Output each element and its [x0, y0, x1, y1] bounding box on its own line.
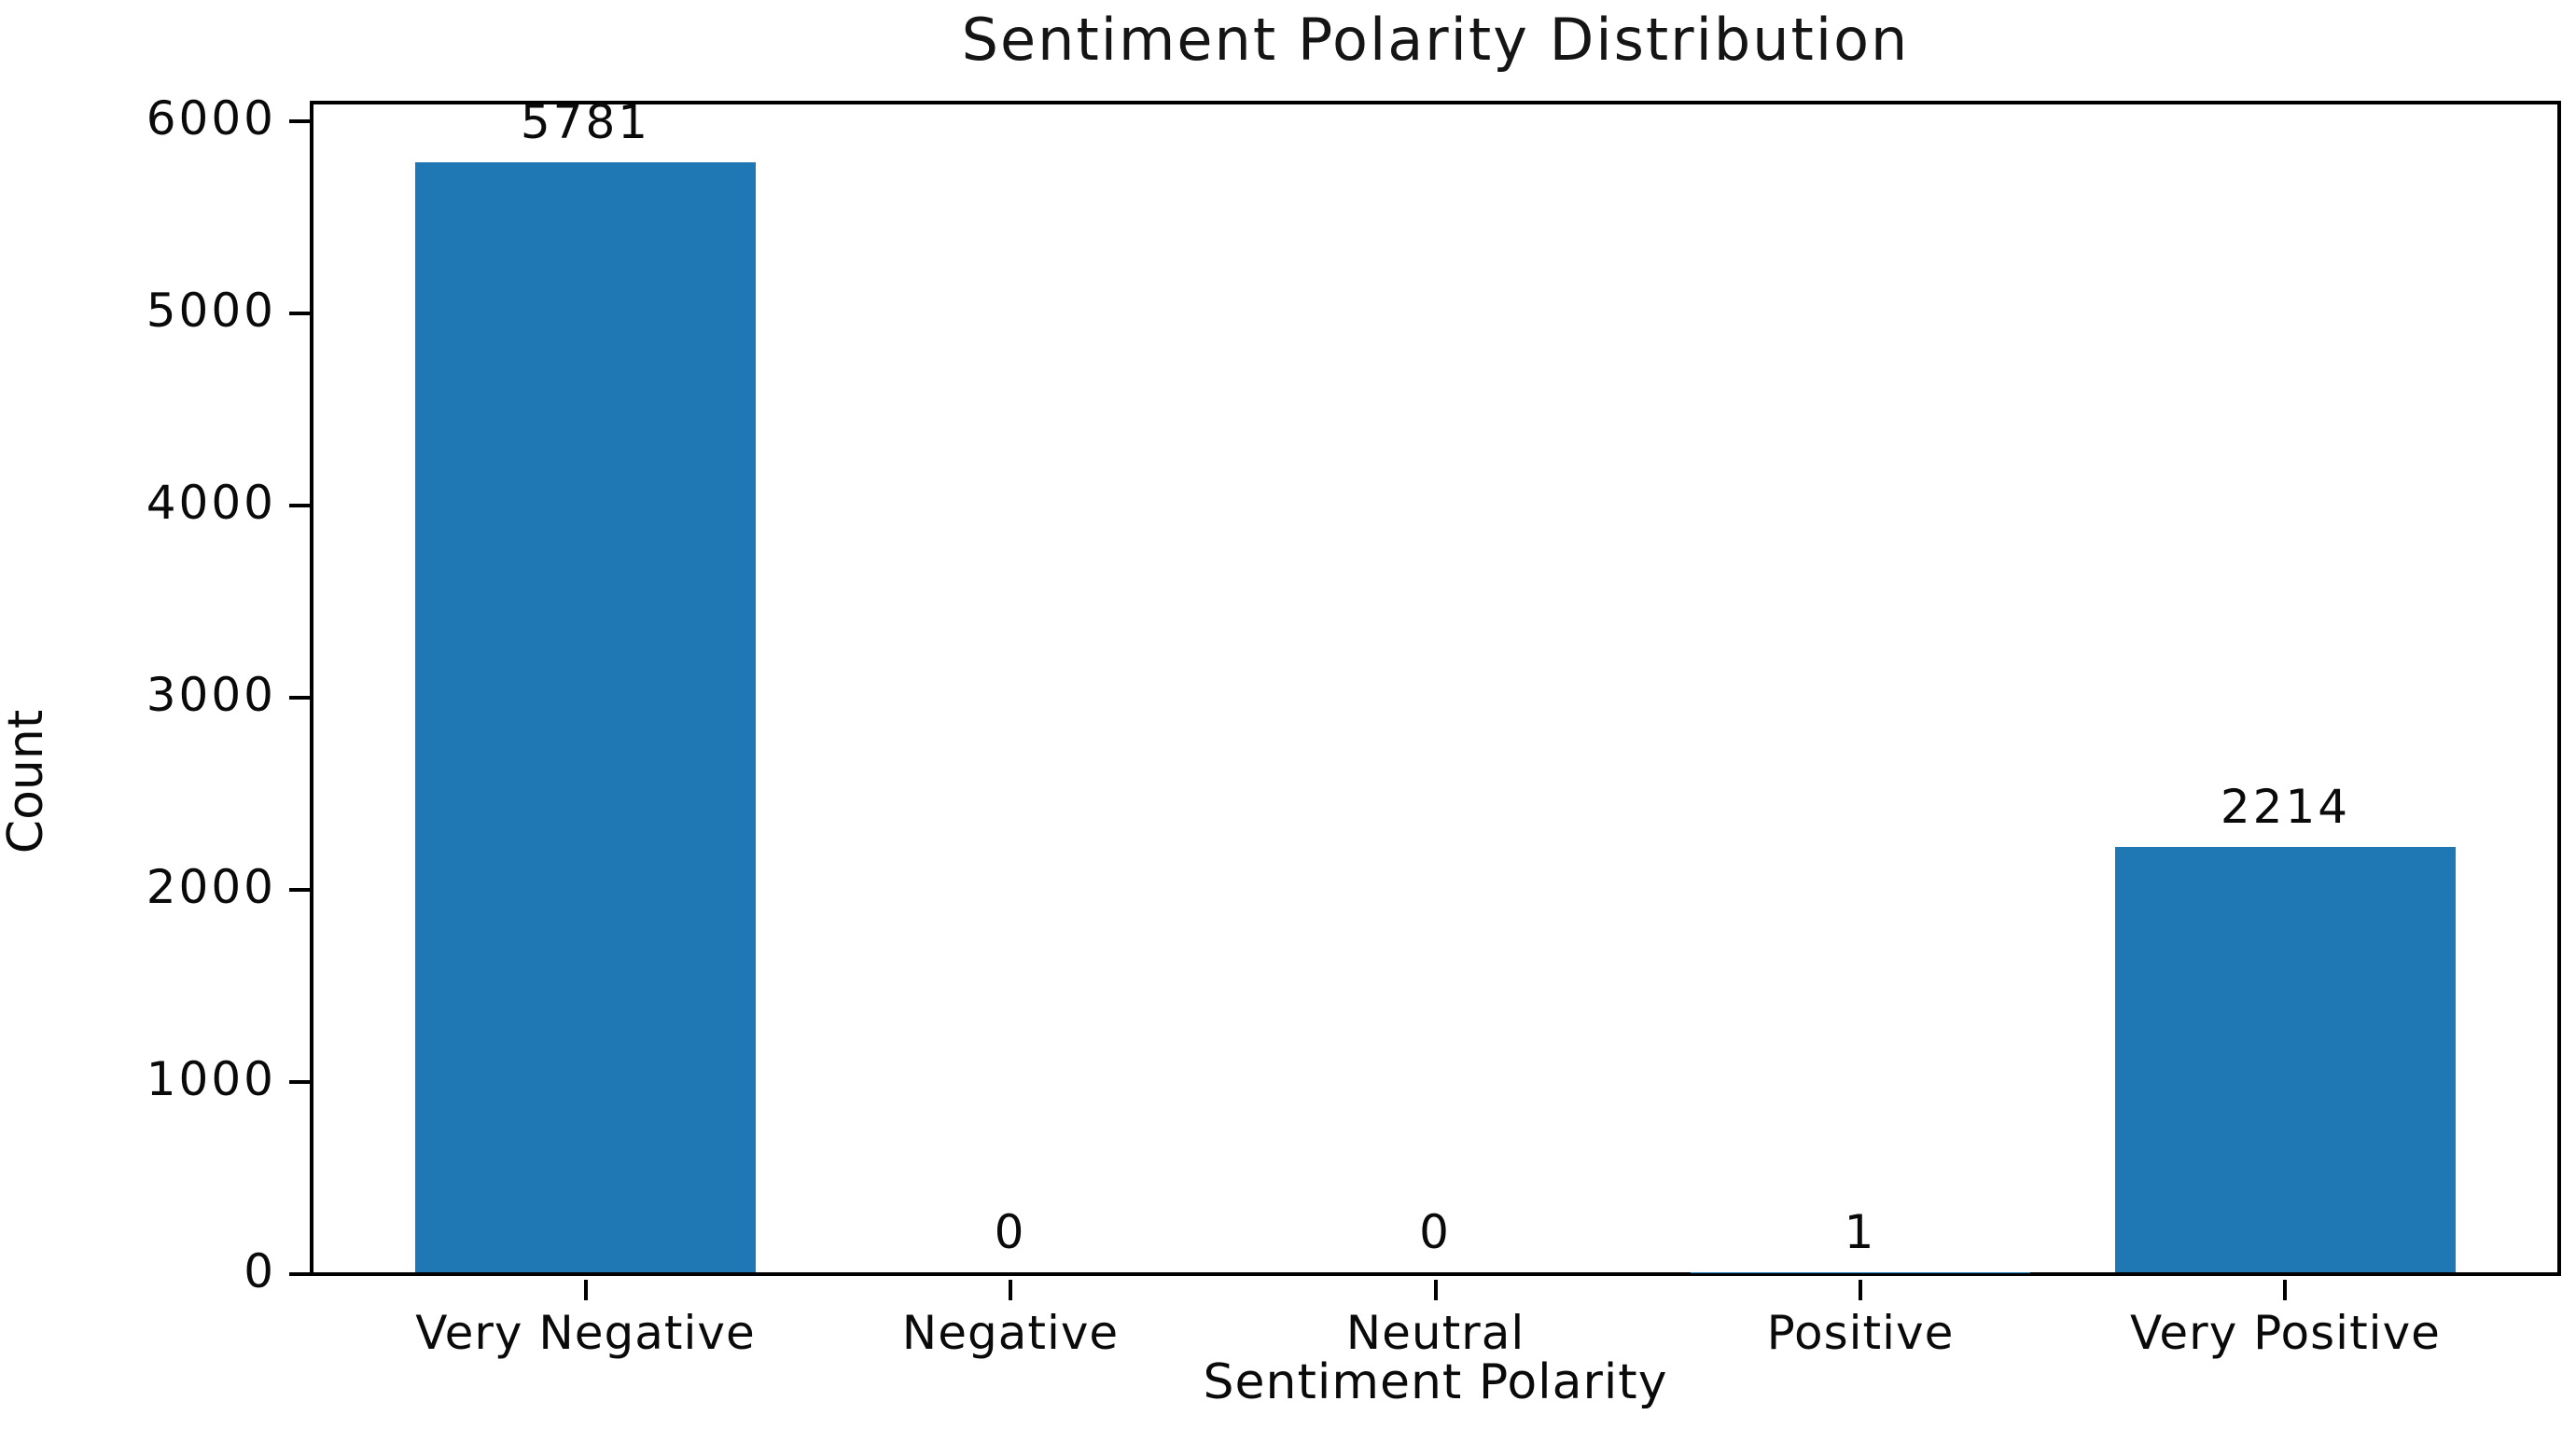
y-tick-label: 4000 [146, 476, 276, 531]
x-tick-mark [583, 1280, 588, 1300]
y-tick-label: 2000 [146, 860, 276, 915]
bar-value-label: 5781 [520, 94, 651, 149]
y-tick-label: 3000 [146, 668, 276, 723]
bar-value-label: 2214 [2220, 780, 2351, 835]
y-tick-label: 0 [244, 1244, 276, 1298]
x-tick-mark [1433, 1280, 1438, 1300]
bar-value-label: 0 [1419, 1205, 1452, 1259]
bar-value-label: 1 [1844, 1204, 1877, 1259]
x-tick-mark [1858, 1280, 1862, 1300]
x-axis-label: Sentiment Polarity [1203, 1354, 1668, 1410]
plot-area: 0 1000 2000 3000 4000 5000 6000 5781 0 0 1 2214 [146, 91, 2561, 1300]
x-tick-mark [2283, 1280, 2288, 1300]
x-tick-label-very-positive: Very Positive [2130, 1306, 2441, 1360]
y-tick-label: 5000 [146, 284, 276, 339]
y-tick-mark [289, 312, 310, 316]
y-tick-label: 6000 [146, 91, 276, 146]
y-tick-mark [289, 888, 310, 893]
y-tick-mark [289, 696, 310, 701]
y-tick-mark [289, 1080, 310, 1085]
bar-very-positive [2115, 847, 2456, 1272]
y-axis-label: Count [0, 709, 54, 854]
bar-value-label: 0 [994, 1205, 1027, 1259]
y-tick-mark [289, 504, 310, 508]
x-tick-label-negative: Negative [901, 1306, 1120, 1360]
chart-title: Sentiment Polarity Distribution [961, 6, 1910, 74]
x-tick-label-neutral: Neutral [1345, 1306, 1525, 1360]
y-tick-mark [289, 119, 310, 124]
bar-very-negative [415, 161, 756, 1272]
x-tick-mark [1009, 1280, 1012, 1300]
x-tick-label-positive: Positive [1766, 1306, 1955, 1360]
y-tick-mark [289, 1272, 310, 1276]
x-tick-label-very-negative: Very Negative [415, 1306, 756, 1360]
y-tick-label: 1000 [146, 1052, 276, 1107]
